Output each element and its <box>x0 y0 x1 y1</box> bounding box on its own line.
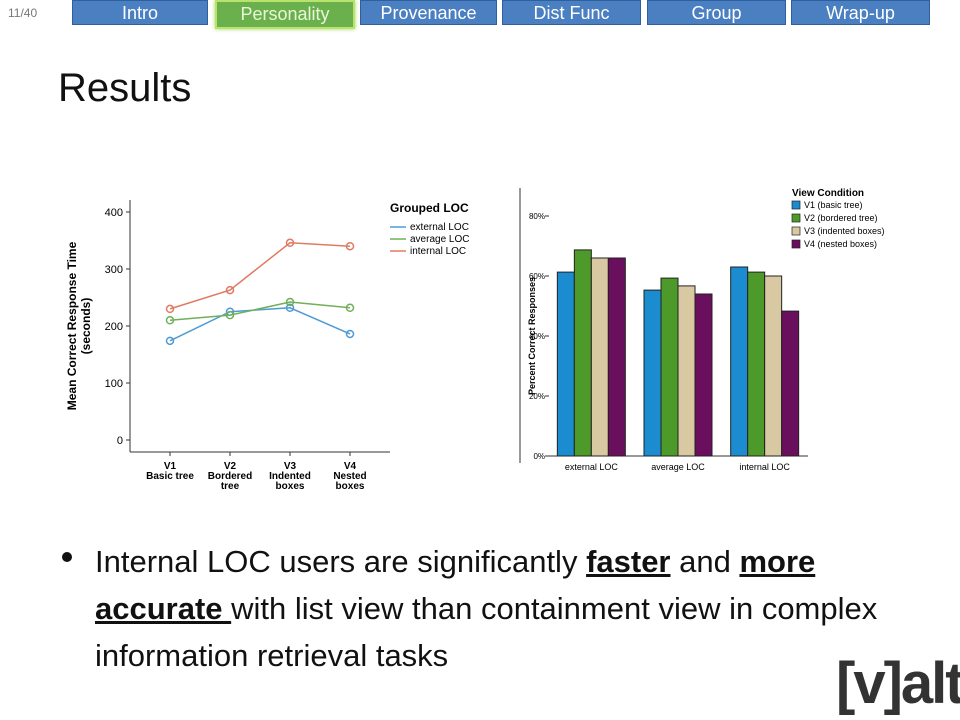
x-tick-label: Nested <box>333 471 366 482</box>
series-line <box>169 301 351 322</box>
nav-tab[interactable]: Provenance <box>360 0 497 25</box>
x-tick-label: internal LOC <box>739 462 790 472</box>
data-point <box>285 238 295 248</box>
x-tick-label: Bordered <box>208 471 252 482</box>
x-tick-label: boxes <box>336 481 365 492</box>
y-tick-label: 0% <box>533 452 545 461</box>
data-point <box>285 303 295 313</box>
legend-title: View Condition <box>792 188 864 199</box>
bullet-segment: more accurate <box>95 544 816 626</box>
data-point <box>165 316 175 325</box>
legend-swatch <box>791 239 801 249</box>
y-tick-label: 400 <box>105 207 123 219</box>
x-tick-label: Indented <box>269 471 311 482</box>
bar <box>660 277 679 457</box>
bar <box>730 266 749 457</box>
bullet-segment: faster <box>586 544 671 579</box>
nav-tab[interactable]: Wrap-up <box>791 0 930 25</box>
legend-swatch <box>791 213 801 223</box>
x-tick-label: average LOC <box>651 462 705 472</box>
data-point <box>225 310 235 320</box>
nav-tab[interactable]: Personality <box>215 0 355 29</box>
y-tick-label: 100 <box>105 378 123 390</box>
legend-label: V3 (indented boxes) <box>804 226 885 236</box>
bar <box>607 257 626 457</box>
legend-label: internal LOC <box>410 246 466 257</box>
y-tick-label: 60% <box>529 272 545 281</box>
series-line <box>169 306 351 342</box>
data-point <box>285 297 295 307</box>
logo: [v]alt <box>836 651 960 716</box>
y-tick-label: 40% <box>529 332 545 341</box>
data-point <box>345 303 355 313</box>
x-tick-label: external LOC <box>565 462 619 472</box>
bar <box>590 257 609 457</box>
bar <box>747 271 766 457</box>
y-tick-label: 300 <box>105 264 123 276</box>
bullet-text: Internal LOC users are significantly fas… <box>95 538 895 679</box>
legend-swatch <box>791 200 801 210</box>
y-tick-label: 80% <box>529 212 545 221</box>
nav-tab[interactable]: Group <box>647 0 786 25</box>
legend-label: V2 (bordered tree) <box>804 213 878 223</box>
bar <box>643 289 662 457</box>
x-tick-label: tree <box>221 481 240 492</box>
bar <box>781 310 800 457</box>
bar <box>677 285 696 457</box>
y-axis-label: (seconds) <box>79 298 93 355</box>
x-tick-label: V4 <box>344 461 357 472</box>
data-point <box>225 285 235 295</box>
data-point <box>165 336 175 346</box>
nav-tab[interactable]: Intro <box>72 0 208 25</box>
series-line <box>169 242 351 310</box>
legend-title: Grouped LOC <box>390 201 469 215</box>
y-tick-label: 200 <box>105 321 123 333</box>
x-tick-label: Basic tree <box>146 471 194 482</box>
slide-title: Results <box>58 66 192 110</box>
y-tick-label: 20% <box>529 392 545 401</box>
y-axis-label: Mean Correct Response Time <box>65 241 79 410</box>
legend-label: average LOC <box>410 234 469 245</box>
x-tick-label: V2 <box>224 461 237 472</box>
bar <box>556 271 575 457</box>
bullet-segment: Internal LOC users are significantly <box>95 544 587 579</box>
page-number: 11/40 <box>8 6 38 20</box>
data-point <box>165 304 175 314</box>
legend-swatch <box>791 226 801 236</box>
data-point <box>345 329 355 339</box>
bar <box>764 275 783 457</box>
x-tick-label: V3 <box>284 461 297 472</box>
data-point <box>345 241 355 251</box>
bullet-segment: and <box>670 544 740 579</box>
y-tick-label: 0 <box>117 435 123 447</box>
bullet-segment: with list view than containment view in … <box>95 591 878 673</box>
bar-chart: 0% 20% 40% 60% 80% Percent Correct Responses e… <box>519 188 885 472</box>
legend-label: V1 (basic tree) <box>804 200 863 210</box>
bar <box>573 249 592 457</box>
legend-label: V4 (nested boxes) <box>804 239 877 249</box>
x-tick-label: boxes <box>276 481 305 492</box>
x-tick-label: V1 <box>164 461 177 472</box>
bullet-dot <box>62 552 72 562</box>
bar <box>694 293 713 457</box>
nav-tab[interactable]: Dist Func <box>502 0 641 25</box>
legend-label: external LOC <box>410 222 469 233</box>
y-axis-label: Percent Correct Responses <box>527 277 537 395</box>
